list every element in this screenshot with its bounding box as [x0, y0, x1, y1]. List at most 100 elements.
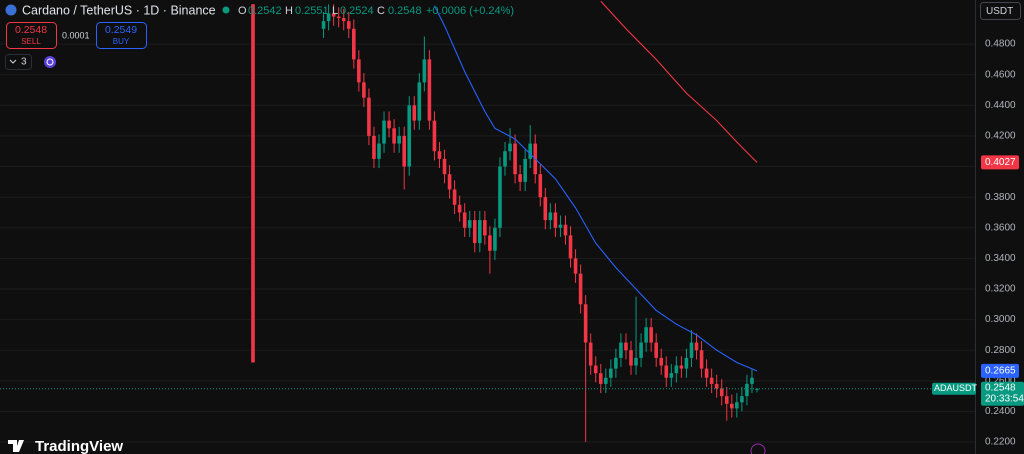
tv-logo — [8, 440, 24, 452]
y-tick-label: 0.3000 — [985, 314, 1016, 325]
candle-body — [493, 227, 497, 251]
last-price-label: 0.2548 — [985, 382, 1016, 393]
ma-price-tag — [981, 363, 1019, 378]
y-tick-label: 0.2400 — [985, 406, 1016, 417]
candle-body — [583, 304, 588, 343]
y-tick-label: 0.2600 — [985, 375, 1016, 386]
candle-body — [543, 197, 548, 221]
candle-body — [588, 342, 593, 366]
candle-body — [452, 189, 457, 205]
candle-body — [704, 368, 709, 378]
candle-body — [709, 377, 714, 384]
y-tick-label: 0.2800 — [985, 345, 1016, 356]
refresh-glyph — [46, 58, 54, 66]
ma-price-label: 0.2665 — [985, 366, 1016, 377]
change: +0.0006 (+0.24%) — [426, 5, 514, 17]
spread: 0.0001 — [62, 30, 90, 40]
candle-body — [598, 373, 603, 384]
candle-body — [679, 365, 684, 369]
candle-body — [654, 342, 658, 358]
ma-price-label: 0.4027 — [985, 157, 1016, 168]
candle-body — [644, 327, 648, 343]
candle-body — [367, 97, 371, 136]
refresh-icon[interactable] — [44, 56, 56, 68]
candle-body — [498, 166, 502, 228]
sell-price: 0.2548 — [15, 24, 47, 36]
candle-body — [397, 135, 401, 144]
indicators-toggle[interactable] — [5, 54, 32, 70]
brand: TradingView — [35, 438, 123, 454]
candle-body — [382, 120, 386, 144]
candle-body — [377, 143, 381, 159]
sell-label: SELL — [21, 37, 41, 46]
candle-body — [593, 365, 598, 374]
candle-body — [427, 59, 432, 121]
candle-body — [362, 82, 366, 98]
coin-icon — [5, 4, 17, 16]
y-tick-label: 0.2200 — [985, 437, 1016, 448]
candle-body — [402, 135, 406, 167]
candle-body — [740, 396, 744, 403]
candle-body — [719, 388, 724, 397]
last-price-tag — [981, 381, 1024, 406]
candle-body — [417, 82, 422, 121]
candle-body — [730, 403, 734, 409]
candle-body — [674, 365, 679, 374]
sell-button[interactable] — [6, 22, 57, 49]
ma-price-tag — [981, 155, 1019, 170]
candle-body — [558, 224, 563, 228]
candle-body — [336, 16, 341, 19]
ohlc-label: C — [377, 5, 385, 17]
candle-body — [649, 327, 653, 343]
candle-body — [684, 357, 689, 369]
ohlc-label: O — [238, 5, 247, 17]
buy-price: 0.2549 — [105, 24, 137, 36]
candle-body — [614, 357, 618, 369]
candle-body — [694, 342, 699, 351]
candle-body — [488, 235, 492, 251]
candle-body — [639, 342, 643, 358]
candle-body — [619, 342, 623, 358]
candle-body — [357, 59, 361, 83]
candle-body — [442, 158, 447, 175]
currency: USDT — [986, 6, 1013, 17]
candle-body — [664, 365, 669, 378]
candle-body — [483, 220, 487, 236]
candle-body — [372, 135, 376, 159]
candle-body — [634, 357, 638, 366]
y-tick-label: 0.4200 — [985, 131, 1016, 142]
candle-body — [563, 224, 568, 236]
candle-body — [573, 258, 578, 274]
candle-body — [755, 388, 759, 390]
event-icon[interactable] — [750, 443, 766, 454]
currency-button[interactable] — [980, 2, 1021, 20]
candle-body — [422, 59, 427, 83]
candle-body — [659, 357, 664, 366]
y-tick-label: 0.3400 — [985, 253, 1016, 264]
candle-body — [346, 21, 351, 29]
candle-body — [750, 377, 754, 384]
buy-button[interactable] — [96, 22, 147, 49]
buy-label: BUY — [113, 37, 130, 46]
status-dot — [222, 6, 230, 14]
marks — [0, 0, 975, 443]
y-tick-label: 0.4600 — [985, 69, 1016, 80]
candle-body — [447, 174, 452, 190]
y-tick-label: 0.3200 — [985, 284, 1016, 295]
candle-body — [508, 143, 512, 152]
candle-body — [467, 220, 472, 228]
candle-body — [624, 342, 628, 351]
candle-body — [457, 204, 462, 213]
candle-body — [392, 128, 396, 144]
y-tick-label: 0.3600 — [985, 222, 1016, 233]
candle-body — [699, 350, 704, 369]
candle-body — [326, 13, 331, 22]
moving-average — [600, 0, 758, 163]
y-tick-label: 0.4400 — [985, 100, 1016, 111]
candle-body — [714, 383, 719, 389]
ohlc-value: 0.2548 — [388, 5, 422, 17]
candle-body — [331, 13, 336, 17]
y-tick-label: 0.4800 — [985, 39, 1016, 50]
